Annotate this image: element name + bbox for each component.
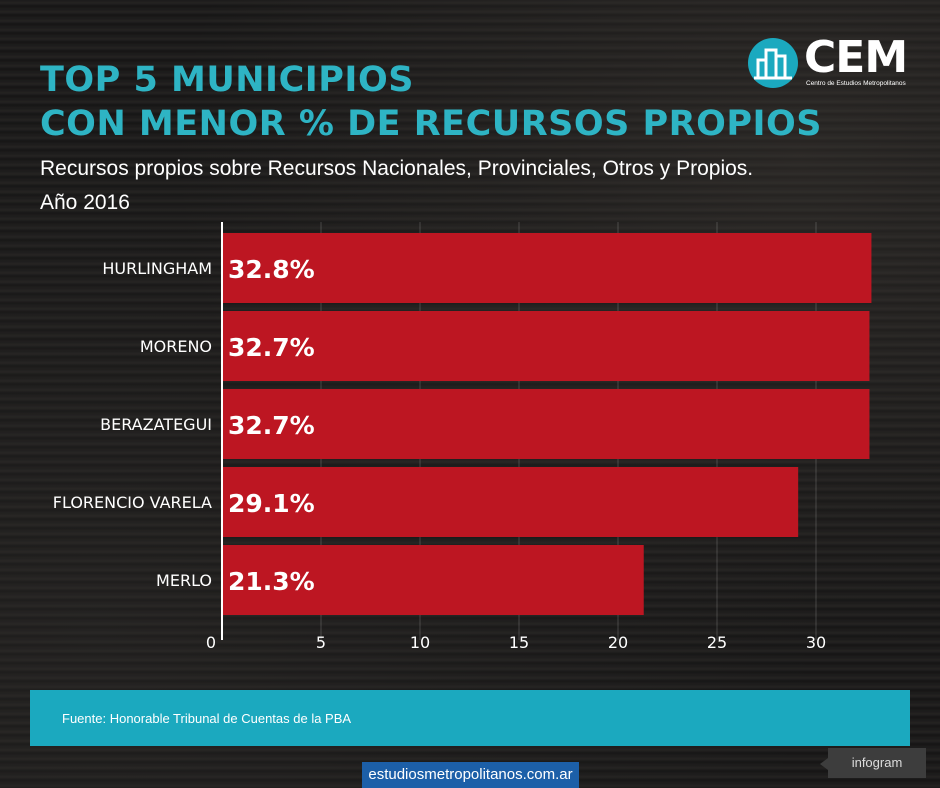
x-tick-label: 15 (509, 633, 529, 652)
x-tick-label: 25 (707, 633, 727, 652)
data-label: 29.1% (228, 489, 315, 518)
bar-chart: 32.8% HURLINGHAM 32.7% MORENO 32.7% BERAZATEG… (53, 222, 872, 652)
category-label: BERAZATEGUI (100, 415, 212, 434)
category-label: MERLO (156, 571, 212, 590)
data-label: 32.7% (228, 333, 315, 362)
bar (222, 233, 872, 303)
title-line-2: CON MENOR % DE RECURSOS PROPIOS (40, 104, 822, 144)
x-tick-label: 30 (806, 633, 826, 652)
infogram-credit[interactable]: infogram (820, 748, 926, 778)
source-text: Fuente: Honorable Tribunal de Cuentas de… (62, 711, 352, 726)
subtitle: Recursos propios sobre Recursos Nacional… (40, 152, 753, 220)
bar (222, 311, 870, 381)
x-tick-label: 0 (206, 633, 216, 652)
building-icon (748, 38, 798, 88)
logo-subtext: Centro de Estudios Metropolitanos (806, 80, 906, 87)
bar (222, 389, 870, 459)
data-label: 32.7% (228, 411, 315, 440)
page-title: TOP 5 MUNICIPIOS CON MENOR % DE RECURSOS… (40, 58, 822, 146)
bar (222, 545, 644, 615)
subtitle-line-2: Año 2016 (40, 191, 130, 214)
category-label: FLORENCIO VARELA (53, 493, 212, 512)
logo-text: CEM (804, 32, 908, 83)
data-label: 32.8% (228, 255, 315, 284)
category-label: MORENO (140, 337, 212, 356)
title-line-1: TOP 5 MUNICIPIOS (40, 60, 414, 100)
bar (222, 467, 799, 537)
x-tick-label: 20 (608, 633, 628, 652)
category-label: HURLINGHAM (102, 259, 212, 278)
website-link[interactable]: estudiosmetropolitanos.com.ar (362, 762, 579, 788)
source-band: Fuente: Honorable Tribunal de Cuentas de… (30, 690, 910, 746)
cem-logo: CEM Centro de Estudios Metropolitanos (748, 32, 908, 94)
x-tick-label: 5 (316, 633, 326, 652)
subtitle-line-1: Recursos propios sobre Recursos Nacional… (40, 157, 754, 180)
data-label: 21.3% (228, 567, 315, 596)
x-tick-label: 10 (410, 633, 430, 652)
